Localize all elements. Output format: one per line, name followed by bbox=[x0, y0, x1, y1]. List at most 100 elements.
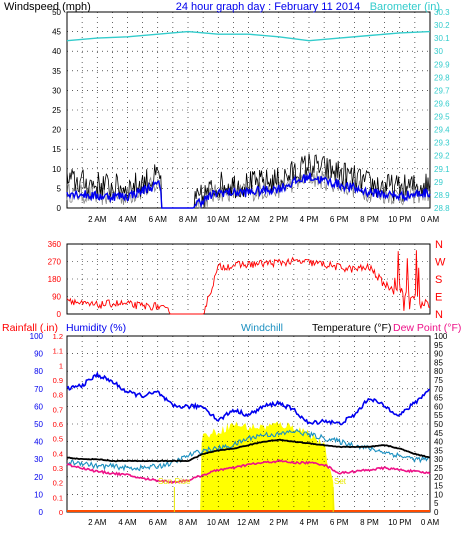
temperature-x-ticks: 2 AM 4 AM 6 AM 8 AM 10 AM 12 AM 2 PM 4 PM 6 PM 8 … bbox=[88, 518, 439, 527]
compass-2: S bbox=[435, 274, 442, 286]
windchill-legend: Windchill bbox=[241, 322, 283, 334]
rainfall-tick-8: 0.8 bbox=[53, 391, 63, 400]
direction-tick-0: 0 bbox=[57, 310, 62, 319]
humidity-axis-title: Humidity (%) bbox=[66, 322, 126, 334]
temperature-tick-0: 0 bbox=[434, 508, 439, 517]
temperature-tick-70: 70 bbox=[434, 385, 443, 394]
rainfall-ticks: 0 0.1 0.2 0.3 0.4 0.5 0.6 0.7 0.8 0.9 1 1.1 1.2 bbox=[53, 332, 63, 517]
temperature-tick-5: 5 bbox=[434, 499, 439, 508]
direction-tick-360: 360 bbox=[48, 240, 62, 249]
humidity-tick-100: 100 bbox=[30, 332, 44, 341]
wind-x-tick-2: 6 AM bbox=[149, 215, 168, 224]
barometer-tick-12: 30 bbox=[434, 47, 443, 56]
temperature-tick-25: 25 bbox=[434, 464, 443, 473]
temperature-x-tick-11: 0 AM bbox=[421, 518, 440, 527]
rainfall-tick-7: 0.7 bbox=[53, 405, 63, 414]
temperature-x-tick-9: 8 PM bbox=[360, 518, 379, 527]
barometer-tick-10: 29.8 bbox=[434, 73, 450, 82]
barometer-tick-9: 29.7 bbox=[434, 86, 450, 95]
rainfall-tick-6: 0.6 bbox=[53, 420, 63, 429]
sunrise-label: Sun Rise bbox=[158, 477, 191, 486]
wind-average-line bbox=[66, 172, 431, 209]
temperature-x-tick-0: 2 AM bbox=[88, 518, 107, 527]
temperature-tick-10: 10 bbox=[434, 490, 443, 499]
rainfall-axis-title: Rainfall (.in) bbox=[2, 322, 58, 334]
temperature-tick-15: 15 bbox=[434, 482, 443, 491]
temperature-tick-50: 50 bbox=[434, 420, 443, 429]
windspeed-tick-0: 0 bbox=[57, 204, 62, 213]
wind-x-tick-3: 8 AM bbox=[179, 215, 198, 224]
temperature-x-tick-7: 4 PM bbox=[300, 518, 319, 527]
temperature-tick-40: 40 bbox=[434, 438, 443, 447]
wind-x-tick-1: 4 AM bbox=[118, 215, 137, 224]
wind-x-tick-0: 2 AM bbox=[88, 215, 107, 224]
barometer-tick-6: 29.4 bbox=[434, 126, 450, 135]
windspeed-tick-30: 30 bbox=[52, 86, 61, 95]
temperature-tick-95: 95 bbox=[434, 341, 443, 350]
windspeed-axis-title: Windspeed (mph) bbox=[4, 1, 91, 13]
temperature-grid bbox=[67, 336, 430, 512]
temperature-tick-60: 60 bbox=[434, 402, 443, 411]
compass-3: E bbox=[435, 292, 442, 304]
rainfall-tick-2: 0.2 bbox=[53, 479, 63, 488]
temperature-x-tick-4: 10 AM bbox=[207, 518, 230, 527]
humidity-tick-40: 40 bbox=[34, 438, 43, 447]
humidity-tick-90: 90 bbox=[34, 350, 43, 359]
temperature-tick-30: 30 bbox=[434, 455, 443, 464]
rainfall-tick-1: 0.1 bbox=[53, 493, 63, 502]
temperature-tick-80: 80 bbox=[434, 367, 443, 376]
humidity-line bbox=[66, 371, 431, 426]
wind-x-tick-8: 6 PM bbox=[330, 215, 349, 224]
wind-chart-title: 24 hour graph day : February 11 2014 bbox=[176, 1, 360, 13]
direction-grid bbox=[67, 244, 430, 314]
wind-x-tick-6: 2 PM bbox=[269, 215, 288, 224]
temperature-x-tick-5: 12 AM bbox=[237, 518, 260, 527]
barometer-tick-4: 29.2 bbox=[434, 152, 450, 161]
temperature-tick-55: 55 bbox=[434, 411, 443, 420]
humidity-tick-0: 0 bbox=[39, 508, 44, 517]
windspeed-tick-20: 20 bbox=[52, 126, 61, 135]
direction-ticks: 0 90 180 270 360 bbox=[48, 240, 62, 319]
windchill-line bbox=[66, 428, 431, 472]
wind-x-ticks: 2 AM 4 AM 6 AM 8 AM 10 AM 12 AM 2 PM 4 PM 6 PM 8 … bbox=[88, 215, 439, 224]
barometer-tick-3: 29.1 bbox=[434, 165, 450, 174]
direction-line bbox=[66, 250, 431, 315]
temperature-ticks: 0510152025303540455055606570758085909510… bbox=[434, 332, 448, 517]
direction-tick-180: 180 bbox=[48, 275, 62, 284]
temperature-tick-85: 85 bbox=[434, 358, 443, 367]
humidity-tick-60: 60 bbox=[34, 402, 43, 411]
humidity-tick-80: 80 bbox=[34, 367, 43, 376]
barometer-tick-2: 29 bbox=[434, 178, 443, 187]
temperature-tick-45: 45 bbox=[434, 429, 443, 438]
barometer-tick-0: 28.8 bbox=[434, 204, 450, 213]
windspeed-tick-50: 50 bbox=[52, 8, 61, 17]
sunset-label: Set bbox=[334, 477, 347, 486]
compass-1: W bbox=[435, 257, 446, 269]
rainfall-tick-10: 1 bbox=[59, 361, 63, 370]
humidity-tick-20: 20 bbox=[34, 473, 43, 482]
rainfall-tick-4: 0.4 bbox=[53, 449, 63, 458]
dewpoint-legend: Dew Point (°F) bbox=[393, 322, 461, 334]
compass-0: N bbox=[435, 239, 443, 251]
barometer-tick-7: 29.5 bbox=[434, 113, 450, 122]
barometer-axis-title: Barometer (in) bbox=[370, 1, 440, 13]
windspeed-tick-35: 35 bbox=[52, 67, 61, 76]
rainfall-tick-9: 0.9 bbox=[53, 376, 63, 385]
barometer-tick-13: 30.1 bbox=[434, 34, 450, 43]
barometer-tick-8: 29.6 bbox=[434, 99, 450, 108]
humidity-tick-30: 30 bbox=[34, 455, 43, 464]
temperature-line bbox=[66, 438, 431, 463]
wind-x-tick-9: 8 PM bbox=[360, 215, 379, 224]
wind-x-tick-4: 10 AM bbox=[207, 215, 230, 224]
temperature-x-tick-1: 4 AM bbox=[118, 518, 137, 527]
temperature-tick-65: 65 bbox=[434, 394, 443, 403]
wind-series bbox=[66, 30, 431, 209]
wind-x-tick-10: 10 PM bbox=[388, 215, 411, 224]
temperature-tick-100: 100 bbox=[434, 332, 448, 341]
rainfall-tick-11: 1.1 bbox=[53, 347, 63, 356]
